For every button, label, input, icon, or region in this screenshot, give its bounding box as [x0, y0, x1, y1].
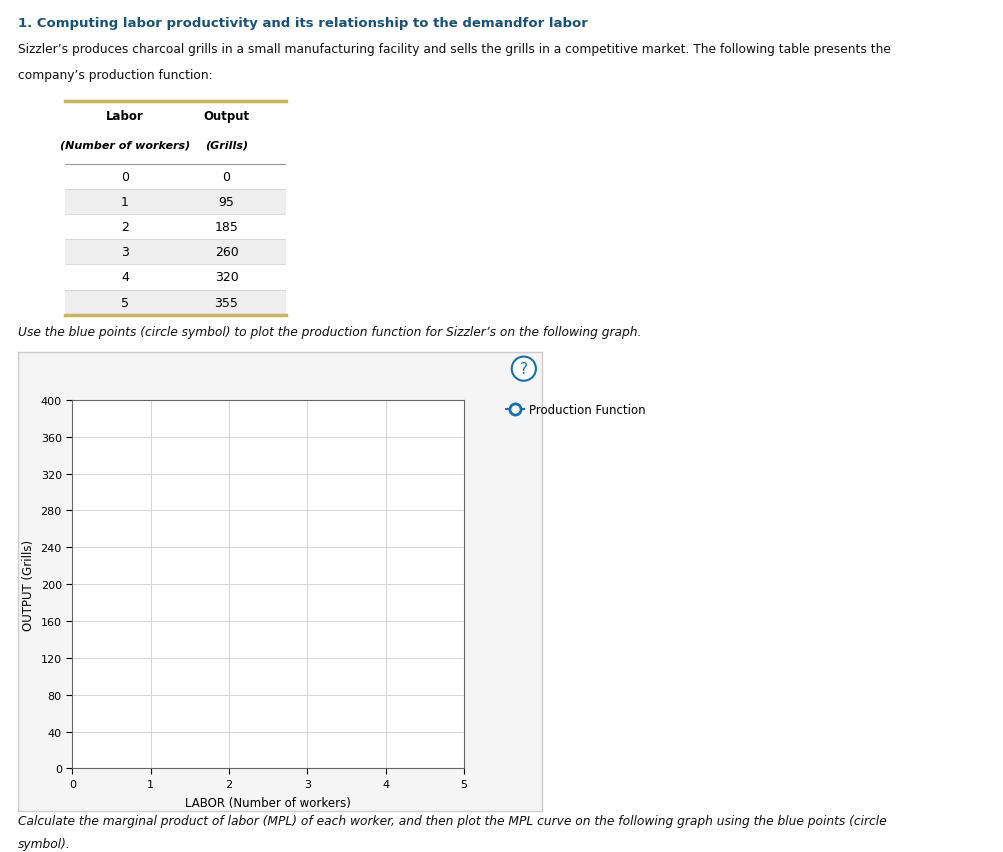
- Text: (Number of workers): (Number of workers): [60, 140, 190, 150]
- Bar: [65, 265, 286, 291]
- Legend: Production Function: Production Function: [500, 399, 650, 422]
- Text: Use the blue points (circle symbol) to plot the production function for Sizzler’: Use the blue points (circle symbol) to p…: [18, 325, 641, 339]
- Text: 95: 95: [219, 196, 235, 209]
- Text: Labor: Labor: [106, 110, 143, 123]
- Text: 1: 1: [120, 196, 128, 209]
- Text: 260: 260: [215, 246, 238, 259]
- Text: 355: 355: [215, 296, 238, 309]
- Y-axis label: OUTPUT (Grills): OUTPUT (Grills): [22, 539, 35, 630]
- Bar: [65, 240, 286, 265]
- Text: 0: 0: [223, 171, 231, 184]
- Text: 3: 3: [120, 246, 128, 259]
- Text: Sizzler’s produces charcoal grills in a small manufacturing facility and sells t: Sizzler’s produces charcoal grills in a …: [18, 43, 890, 55]
- Text: Output: Output: [204, 110, 250, 123]
- Text: 5: 5: [120, 296, 128, 309]
- Text: company’s production function:: company’s production function:: [18, 69, 213, 82]
- Bar: [65, 291, 286, 315]
- Text: 2: 2: [120, 221, 128, 234]
- Text: 1. Computing labor productivity and its relationship to the demandfor labor: 1. Computing labor productivity and its …: [18, 17, 588, 30]
- Text: (Grills): (Grills): [205, 140, 248, 150]
- Bar: [65, 215, 286, 240]
- Text: Calculate the marginal product of labor (MPL) of each worker, and then plot the : Calculate the marginal product of labor …: [18, 814, 886, 826]
- Text: ?: ?: [520, 362, 528, 377]
- Text: 4: 4: [120, 271, 128, 285]
- Text: symbol).: symbol).: [18, 838, 71, 850]
- Bar: [65, 165, 286, 190]
- Bar: [65, 190, 286, 215]
- X-axis label: LABOR (Number of workers): LABOR (Number of workers): [185, 796, 351, 809]
- Text: 185: 185: [215, 221, 238, 234]
- Text: 320: 320: [215, 271, 238, 285]
- Text: 0: 0: [120, 171, 128, 184]
